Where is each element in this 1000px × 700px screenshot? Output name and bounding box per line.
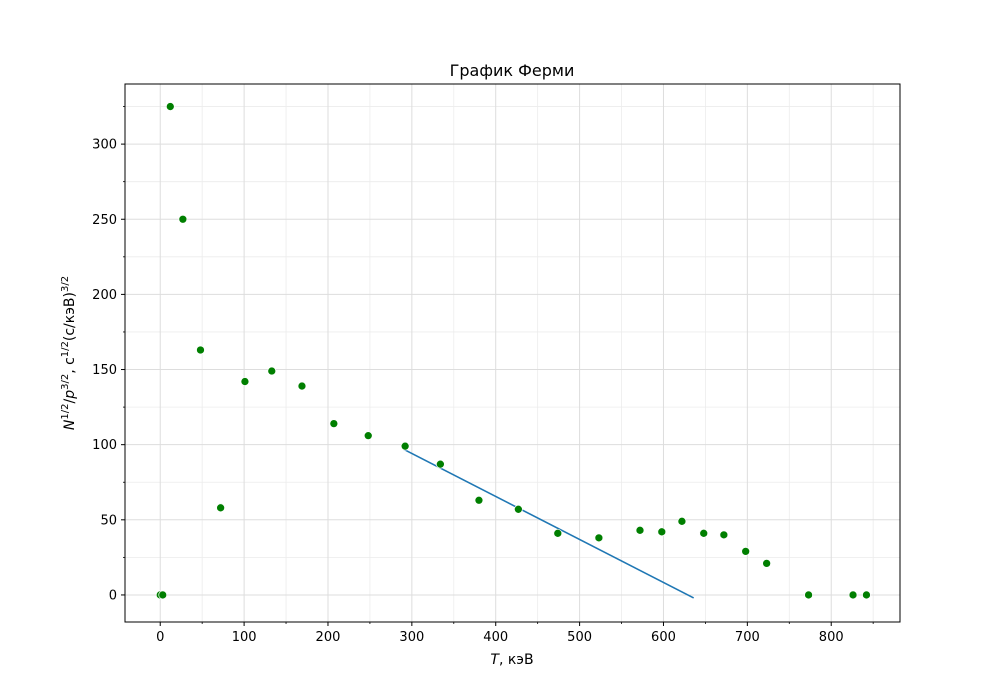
data-point: [741, 547, 751, 556]
data-point: [400, 441, 410, 451]
x-tick-label: 200: [316, 630, 341, 645]
data-point: [848, 590, 858, 600]
data-points: [155, 102, 871, 600]
y-label-p-exp: 3/2: [60, 374, 71, 390]
data-point: [436, 459, 445, 469]
y-axis-ticks: 0 50 100 150 200 250 300: [92, 106, 125, 603]
x-axis-var: T: [490, 652, 500, 668]
x-tick-label: 600: [651, 630, 676, 645]
chart-title: График Ферми: [450, 61, 575, 80]
data-point: [267, 366, 277, 376]
data-point: [165, 102, 175, 111]
grid: [125, 84, 900, 622]
data-point: [474, 495, 484, 505]
x-tick-label: 500: [567, 630, 592, 645]
data-point: [178, 214, 188, 224]
y-label-unit-exp1: 1/2: [60, 341, 71, 357]
x-tick-label: 100: [232, 630, 257, 645]
x-axis-ticks: 0 100 200 300 400 500 600 700 800: [156, 622, 874, 645]
data-point: [594, 533, 604, 543]
data-point: [196, 345, 205, 355]
y-tick-label: 250: [92, 213, 117, 228]
data-point: [635, 525, 645, 535]
data-point: [719, 530, 729, 540]
fit-line: [403, 448, 695, 599]
x-axis-label: T, кэВ: [490, 652, 533, 668]
data-point: [762, 559, 771, 568]
data-point: [553, 528, 563, 538]
y-label-unit-exp2: 3/2: [60, 276, 71, 292]
data-point: [216, 503, 225, 513]
y-label-n-exp: 1/2: [60, 404, 71, 420]
data-point: [514, 504, 523, 514]
data-point: [158, 590, 168, 600]
y-tick-label: 50: [100, 513, 117, 528]
x-tick-label: 700: [735, 630, 760, 645]
data-point: [329, 419, 339, 428]
data-point: [657, 527, 667, 537]
data-point: [363, 431, 373, 441]
y-tick-label: 150: [92, 363, 117, 378]
y-label-unit-pre: , c: [62, 357, 78, 374]
x-axis-unit: , кэВ: [499, 652, 534, 668]
y-label-sep: /: [62, 399, 78, 404]
plot-frame: [124, 83, 901, 623]
y-tick-label: 300: [92, 138, 117, 153]
x-tick-label: 0: [156, 630, 164, 645]
data-point: [240, 377, 250, 386]
y-tick-label: 0: [109, 588, 117, 603]
y-tick-label: 200: [92, 288, 117, 303]
y-axis-label: N1/2/p3/2, c1/2(c/кэВ)3/2: [60, 276, 78, 430]
data-point: [699, 528, 709, 538]
data-point: [804, 590, 813, 600]
x-tick-label: 800: [819, 630, 844, 645]
y-label-unit-mid: (c/кэВ): [62, 292, 78, 341]
y-label-p: p: [62, 390, 78, 400]
fit-line-layer: [403, 448, 695, 599]
x-tick-label: 300: [399, 630, 424, 645]
data-point: [862, 590, 871, 600]
data-point: [297, 381, 307, 391]
y-label-n: N: [62, 419, 78, 430]
y-tick-label: 100: [92, 438, 117, 453]
x-tick-label: 400: [483, 630, 508, 645]
data-point: [677, 516, 687, 526]
